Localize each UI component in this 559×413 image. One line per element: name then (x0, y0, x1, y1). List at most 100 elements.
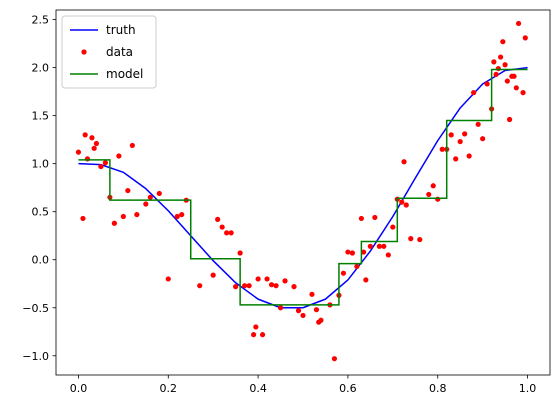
data-point (237, 250, 243, 256)
data-point (259, 332, 266, 338)
y-tick-label: −1.0 (22, 350, 49, 363)
data-point (273, 283, 279, 289)
y-tick-label: 2.5 (32, 14, 50, 27)
data-point (309, 291, 315, 297)
series-layer (75, 20, 528, 362)
data-point (82, 132, 88, 138)
y-tick-label: −0.5 (22, 302, 49, 315)
data-point (80, 215, 86, 222)
data-point (156, 190, 162, 197)
data-point (504, 78, 510, 84)
y-axis: −1.0 −0.5 0.0 0.5 1.0 1.5 2.0 2.5 (22, 14, 56, 363)
data-point (430, 183, 436, 189)
data-point (493, 71, 499, 77)
data-point (179, 211, 185, 218)
data-point (515, 20, 522, 27)
data-point (372, 214, 378, 221)
data-point (147, 194, 153, 200)
data-point (255, 276, 261, 282)
data-point (502, 62, 508, 68)
legend-box (61, 15, 157, 89)
data-point (165, 276, 171, 282)
x-tick-label: 0.2 (160, 382, 178, 395)
data-point (91, 145, 97, 151)
y-tick-label: 0.0 (32, 254, 50, 267)
data-point (480, 136, 486, 142)
data-point (219, 224, 225, 230)
data-point (129, 142, 135, 149)
data-point (513, 85, 519, 91)
data-point (403, 202, 409, 208)
data-point (426, 191, 432, 198)
data-point (331, 356, 338, 362)
data-point (282, 278, 288, 284)
series-line-truth (78, 66, 528, 309)
data-point (500, 39, 506, 45)
data-point (361, 249, 367, 255)
data-point (98, 163, 104, 170)
legend-label-data: data (106, 45, 133, 59)
data-point (93, 140, 100, 147)
data-point (506, 116, 513, 123)
data-point (367, 243, 373, 249)
data-point (251, 332, 257, 338)
data-point (215, 216, 221, 222)
data-point (111, 220, 117, 226)
data-point (385, 252, 391, 258)
data-point (399, 199, 405, 205)
data-point (125, 187, 131, 194)
data-point (233, 284, 239, 290)
legend: truth data model (61, 15, 157, 89)
data-point (435, 196, 441, 202)
data-point (358, 215, 364, 222)
plot-frame (55, 9, 551, 376)
data-point (495, 65, 501, 72)
data-point (466, 153, 472, 159)
data-point (197, 283, 203, 289)
data-point (242, 283, 248, 289)
data-point (210, 272, 216, 278)
data-point (313, 307, 320, 313)
data-point (511, 73, 517, 79)
data-point (291, 284, 297, 290)
data-point (417, 236, 423, 243)
x-tick-label: 0.0 (70, 382, 88, 395)
legend-label-model: model (106, 67, 143, 81)
data-point (75, 149, 82, 155)
legend-label-truth: truth (106, 23, 136, 37)
data-point (498, 54, 504, 60)
data-point (264, 276, 270, 282)
data-point (89, 135, 95, 141)
data-point (246, 283, 252, 289)
data-point (439, 146, 445, 152)
x-tick-label: 0.6 (339, 382, 357, 395)
data-point (116, 153, 122, 159)
data-point (390, 224, 396, 230)
data-point (120, 213, 126, 220)
data-point (448, 132, 454, 138)
data-point (340, 270, 347, 276)
y-tick-label: 0.5 (32, 206, 50, 219)
data-point (457, 138, 463, 145)
data-point (300, 312, 306, 319)
data-point (376, 243, 382, 249)
data-point (462, 131, 468, 137)
data-point (522, 35, 528, 41)
data-point (134, 211, 140, 218)
data-point (484, 81, 490, 87)
x-tick-label: 0.4 (249, 382, 267, 395)
data-point (143, 201, 149, 207)
y-tick-label: 1.0 (32, 158, 50, 171)
data-point (475, 121, 481, 127)
data-point (268, 282, 275, 288)
data-point (408, 236, 414, 242)
data-point (318, 317, 324, 323)
data-point (277, 305, 284, 311)
data-point (345, 249, 351, 255)
data-point (453, 156, 459, 162)
legend-marker-data (81, 49, 87, 55)
data-point (354, 263, 360, 270)
data-point (174, 213, 180, 220)
data-point (224, 230, 230, 236)
x-axis: 0.0 0.2 0.4 0.6 0.8 1.0 (70, 375, 536, 395)
